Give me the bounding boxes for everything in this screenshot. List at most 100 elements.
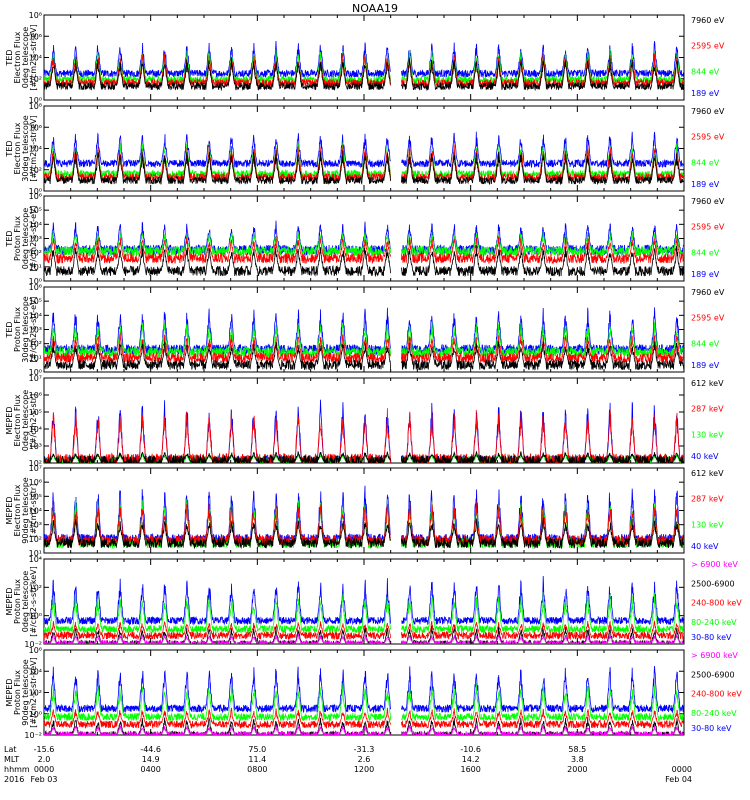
x-axis-tick-hhmm: 0000 [672, 765, 692, 774]
y-axis-label-line: [#/cm2-s-str-eV] [29, 24, 38, 90]
legend-entry: 287 keV [691, 405, 724, 414]
y-axis-label-line: MEPED [5, 407, 14, 435]
y-tick-label: 10⁰ [29, 612, 42, 621]
x-axis-tick-date: Feb 04 [665, 775, 692, 784]
x-axis-tick-hhmm: 1600 [460, 765, 480, 774]
legend-entry: 844 eV [691, 248, 720, 257]
x-axis-tick-hhmm: 0400 [140, 765, 160, 774]
y-tick-label: 10⁶ [29, 32, 42, 41]
legend-entry: 130 keV [691, 520, 724, 529]
y-axis-label-line: TED [5, 230, 14, 247]
x-axis-row-label: hhmm [4, 765, 30, 774]
y-axis-label-line: TED [5, 140, 14, 157]
legend-entry: 189 eV [691, 270, 720, 279]
legend-entry: 189 eV [691, 89, 720, 98]
panel-meped-e-0deg: 10² 10³ 10⁴ 10⁵ 10⁶ 10⁷ MEPED Electron Flux 0deg… [5, 374, 724, 468]
y-tick-label: 10⁴ [29, 220, 42, 229]
y-tick-label: 10⁰ [29, 368, 42, 377]
y-axis-label-line: Proton Flux [13, 216, 22, 261]
series-line [44, 450, 684, 463]
y-axis-label-line: MEPED [5, 588, 14, 616]
legend-entry: 7960 eV [691, 107, 725, 116]
y-tick-label: 10⁵ [29, 297, 42, 306]
y-tick-label: 10⁸ [29, 102, 42, 111]
y-axis-label-line: 0deg telescope [21, 27, 30, 88]
legend-entry: 844 eV [691, 67, 720, 76]
legend-entry: 130 keV [691, 430, 724, 439]
legend-entry: 844 eV [691, 158, 720, 167]
x-axis-tick-mlt: 14.9 [142, 755, 160, 764]
series-line [44, 592, 684, 635]
y-tick-label: 10⁶ [29, 478, 42, 487]
y-tick-label: 10⁰ [29, 187, 42, 196]
y-tick-label: 10² [29, 689, 42, 698]
y-axis-label-line: [#/cm2-s-str] [29, 484, 38, 537]
legend-entry: > 6900 keV [691, 651, 738, 660]
x-axis-tick-hhmm: 1200 [354, 765, 374, 774]
y-axis-label-line: Electron Flux [13, 122, 22, 174]
series-group [44, 485, 684, 550]
panel-meped-p-0deg: 10⁻² 10⁰ 10² 10⁴ MEPED Proton Flux 0deg telesc… [5, 555, 742, 649]
y-tick-label: 10⁷ [29, 464, 42, 473]
y-tick-label: 10³ [29, 521, 42, 530]
series-line [44, 665, 684, 714]
series-line [44, 683, 684, 723]
legend-entry: 189 eV [691, 180, 720, 189]
x-axis-tick-hhmm: 0800 [247, 765, 267, 774]
series-line [44, 341, 684, 371]
y-axis-label-line: [#/cm2-s-str-eV] [29, 296, 38, 362]
y-tick-label: 10³ [29, 235, 42, 244]
x-axis-row-label: 2016 [4, 775, 24, 784]
y-tick-label: 10⁻² [24, 731, 42, 740]
y-axis-label-line: Proton Flux [13, 579, 22, 624]
y-tick-label: 10⁶ [29, 192, 42, 201]
panel-meped-e-90deg: 10¹ 10² 10³ 10⁴ 10⁵ 10⁶ 10⁷ MEPED Electron Flux 9… [5, 464, 724, 558]
series-line [44, 707, 684, 730]
y-tick-label: 10¹ [29, 354, 42, 363]
panel-ted-e-30deg: 10⁰ 10² 10⁴ 10⁶ 10⁸ TED Electron Flux 30deg tel… [5, 102, 725, 196]
x-axis-tick-mlt: 14.2 [462, 755, 480, 764]
legend-entry: 189 eV [691, 361, 720, 370]
y-tick-label: 10⁵ [29, 492, 42, 501]
x-axis-tick-mlt: 2.0 [38, 755, 51, 764]
x-axis-tick-lat: -15.6 [34, 745, 55, 754]
y-tick-label: 10² [29, 459, 42, 468]
y-tick-label: 10³ [29, 326, 42, 335]
legend-entry: 40 keV [691, 542, 719, 551]
x-axis-tick-mlt: 11.4 [248, 755, 266, 764]
y-tick-label: 10² [29, 340, 42, 349]
series-line [44, 40, 684, 79]
series-line [44, 57, 684, 92]
series-line [44, 322, 684, 359]
y-tick-label: 10⁰ [29, 96, 42, 105]
y-tick-label: 10⁶ [29, 283, 42, 292]
y-tick-label: 10⁰ [29, 277, 42, 286]
x-axis-tick-lat: 58.5 [568, 745, 586, 754]
y-axis-label-line: MEPED [5, 497, 14, 525]
legend-entry: 2500-6900 [691, 579, 735, 588]
y-axis-label-line: Proton Flux [13, 307, 22, 352]
legend-entry: 287 keV [691, 495, 724, 504]
y-axis-label-line: 30deg telescope [21, 296, 30, 363]
series-group [44, 40, 684, 92]
series-line [44, 517, 684, 550]
y-tick-label: 10² [29, 535, 42, 544]
y-axis-label-line: [#/cm2-s-str-keV] [29, 566, 38, 637]
y-axis-label-line: MEPED [5, 679, 14, 707]
y-tick-label: 10⁻² [24, 640, 42, 649]
y-tick-label: 10⁴ [29, 507, 42, 516]
y-tick-label: 10² [29, 583, 42, 592]
x-axis-tick-mlt: 3.8 [571, 755, 584, 764]
panel-ted-p-0deg: 10⁰ 10¹ 10² 10³ 10⁴ 10⁵ 10⁶ TED Proton Flux 0deg … [5, 192, 725, 286]
y-tick-label: 10⁰ [29, 710, 42, 719]
legend-entry: 7960 eV [691, 16, 725, 25]
y-tick-label: 10¹ [29, 549, 42, 558]
legend-entry: 30-80 keV [691, 724, 732, 733]
legend-entry: 240-800 keV [691, 599, 742, 608]
y-tick-label: 10² [29, 249, 42, 258]
y-tick-label: 10⁵ [29, 206, 42, 215]
y-tick-label: 10⁶ [29, 646, 42, 655]
legend-entry: 612 keV [691, 469, 724, 478]
y-axis-label-line: Electron Flux [13, 394, 22, 446]
y-tick-label: 10⁷ [29, 374, 42, 383]
